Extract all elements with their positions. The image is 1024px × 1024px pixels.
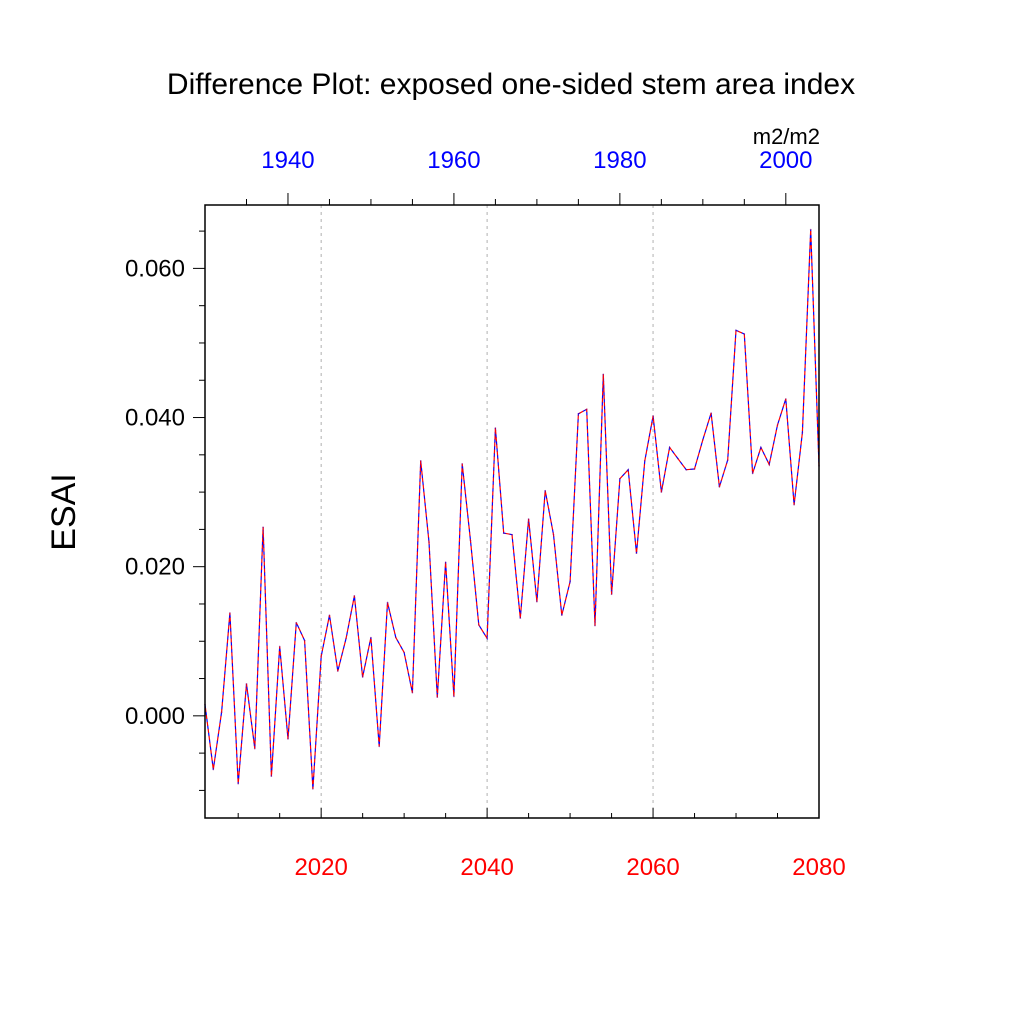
data-point <box>685 468 688 471</box>
data-point <box>444 561 447 564</box>
data-point <box>253 747 256 750</box>
data-point <box>486 637 488 640</box>
top-tick-label: 2000 <box>759 147 812 174</box>
data-point <box>312 788 314 790</box>
data-point <box>345 637 347 640</box>
plot-frame <box>204 204 820 819</box>
data-point <box>287 738 289 740</box>
y-tick-label: 0.020 <box>125 554 185 581</box>
data-point <box>726 459 729 461</box>
top-tick-label: 1980 <box>593 147 646 174</box>
data-point <box>295 621 298 624</box>
top-tick-label: 1960 <box>427 147 480 174</box>
data-point <box>743 333 746 335</box>
data-point <box>519 617 522 619</box>
data-point <box>403 651 405 654</box>
vertical-grid <box>320 205 654 818</box>
bottom-tick-label: 2040 <box>460 854 513 881</box>
data-point <box>511 533 513 536</box>
bottom-tick-label: 2060 <box>626 854 679 881</box>
series-line-red <box>204 229 820 789</box>
data-point <box>718 486 721 488</box>
data-point <box>395 636 397 639</box>
bottom-axis-labels: 2020 2040 2060 2080 <box>294 854 845 881</box>
data-point <box>361 676 364 678</box>
data-point <box>461 462 464 465</box>
units-label: m2/m2 <box>753 124 820 149</box>
data-point <box>386 601 389 604</box>
data-point <box>212 768 215 771</box>
series-layer <box>204 228 820 790</box>
data-point <box>320 655 322 657</box>
data-point <box>668 446 671 449</box>
axis-ticks <box>193 193 820 818</box>
top-tick-label: 1940 <box>261 147 314 174</box>
data-point <box>278 645 281 648</box>
chart-title: Difference Plot: exposed one-sided stem … <box>167 68 855 101</box>
bottom-tick-label: 2080 <box>792 854 845 881</box>
data-point <box>643 459 646 462</box>
data-point <box>585 408 588 411</box>
data-point <box>693 468 696 470</box>
data-point <box>627 468 629 471</box>
data-point <box>428 541 430 543</box>
data-point <box>760 446 762 449</box>
data-point <box>262 526 264 528</box>
data-point <box>776 424 779 426</box>
bottom-tick-label: 2020 <box>294 854 347 881</box>
data-point <box>735 329 737 332</box>
data-point <box>453 695 455 698</box>
data-point <box>419 459 422 462</box>
data-point <box>635 552 638 555</box>
data-point <box>270 775 273 778</box>
data-point <box>577 413 580 415</box>
data-point <box>768 463 771 466</box>
data-point <box>237 782 239 785</box>
data-point <box>602 373 605 376</box>
data-point <box>328 614 331 616</box>
data-point <box>785 398 787 400</box>
y-tick-label: 0.060 <box>125 255 185 282</box>
data-point <box>702 439 704 441</box>
data-point <box>610 593 613 596</box>
data-point <box>370 636 372 639</box>
data-point <box>677 457 679 460</box>
data-point <box>809 228 812 231</box>
data-point <box>478 624 480 626</box>
data-point <box>245 682 248 685</box>
data-point <box>560 614 563 616</box>
y-axis-title: ESAI <box>45 473 83 550</box>
data-point <box>353 594 356 597</box>
data-point <box>793 503 795 506</box>
series-line-blue <box>204 229 820 789</box>
data-point <box>469 539 472 542</box>
top-axis-labels: 1940 1960 1980 2000 <box>261 147 812 174</box>
data-point <box>594 624 596 627</box>
data-point <box>527 518 530 520</box>
data-point <box>411 691 414 694</box>
data-point <box>378 745 381 748</box>
y-tick-label: 0.000 <box>125 703 185 730</box>
data-point <box>751 472 754 475</box>
data-point <box>220 711 223 713</box>
data-point <box>502 532 505 534</box>
data-point <box>619 477 621 480</box>
data-point <box>229 612 231 614</box>
data-point <box>494 427 497 429</box>
data-point <box>569 580 571 583</box>
data-point <box>536 600 538 603</box>
data-point <box>436 696 439 698</box>
data-point <box>710 412 712 414</box>
data-point <box>660 491 663 493</box>
data-point <box>336 670 339 672</box>
y-tick-label: 0.040 <box>125 405 185 432</box>
data-point <box>652 415 654 417</box>
data-point <box>552 533 555 536</box>
data-point <box>801 431 804 434</box>
y-axis-labels: 0.000 0.020 0.040 0.060 <box>125 255 185 729</box>
data-point <box>303 639 306 642</box>
data-point <box>544 489 546 492</box>
